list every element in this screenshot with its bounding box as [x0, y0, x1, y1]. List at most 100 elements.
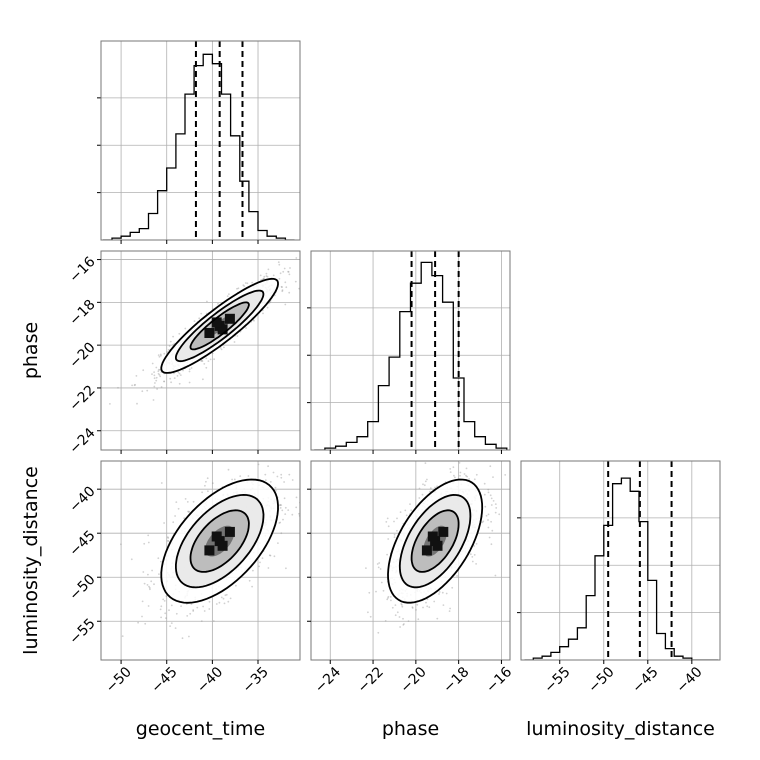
- density-core: [204, 545, 215, 556]
- sample-point: [157, 354, 160, 356]
- scatter-inner: [101, 251, 300, 450]
- sample-point: [441, 591, 444, 594]
- sample-point: [456, 575, 458, 577]
- sample-point: [158, 355, 161, 358]
- sample-point: [206, 477, 209, 480]
- sample-point: [443, 442, 445, 444]
- sample-point: [279, 521, 282, 524]
- sample-point: [204, 484, 206, 487]
- sample-point: [411, 606, 414, 609]
- sample-point: [449, 471, 452, 473]
- sample-point: [401, 605, 404, 608]
- sample-point: [166, 536, 169, 539]
- xtick-label-phase: −24: [312, 664, 344, 696]
- sample-point: [268, 554, 271, 557]
- sample-point: [269, 554, 272, 557]
- sample-point: [283, 267, 286, 270]
- sample-point: [465, 474, 467, 477]
- sample-point: [164, 612, 167, 615]
- sample-point: [278, 263, 281, 266]
- sample-point: [264, 473, 267, 476]
- sample-point: [411, 607, 414, 609]
- sample-point: [475, 542, 478, 545]
- sample-point: [416, 603, 419, 606]
- sample-point: [173, 377, 176, 379]
- sample-point: [380, 581, 383, 584]
- sample-point: [153, 385, 156, 388]
- sample-point: [163, 380, 166, 383]
- sample-point: [426, 478, 428, 481]
- sample-point: [405, 514, 408, 517]
- sample-point: [253, 319, 255, 322]
- sample-point: [205, 357, 208, 360]
- hist-panel-phase: [307, 250, 511, 454]
- sample-point: [188, 510, 190, 513]
- sample-point: [387, 525, 390, 528]
- sample-point: [244, 282, 247, 284]
- sample-point: [295, 496, 298, 499]
- sample-point: [239, 475, 242, 477]
- sample-point: [428, 606, 431, 609]
- sample-point: [163, 380, 165, 383]
- xtick-label-phase: −18: [440, 664, 472, 696]
- sample-point: [280, 504, 283, 506]
- sample-point: [150, 580, 153, 583]
- sample-point: [283, 497, 286, 500]
- sample-point: [488, 536, 491, 539]
- sample-point: [188, 511, 191, 513]
- sample-point: [451, 586, 454, 589]
- sample-point: [163, 522, 166, 524]
- sample-point: [192, 609, 195, 611]
- sample-point: [436, 485, 438, 488]
- sample-point: [227, 468, 230, 471]
- sample-point: [285, 286, 288, 289]
- sample-point: [177, 507, 180, 510]
- sample-point: [265, 272, 268, 275]
- hist-geocent_time: [102, 53, 295, 240]
- sample-point: [421, 493, 424, 496]
- sample-point: [133, 384, 136, 387]
- sample-point: [289, 267, 291, 269]
- sample-point: [215, 603, 218, 605]
- sample-point: [227, 600, 230, 603]
- contour-line: [189, 509, 250, 573]
- sample-point: [302, 499, 304, 501]
- xtick-label-luminosity_distance: −50: [585, 664, 617, 696]
- sample-point: [275, 489, 277, 492]
- sample-point: [384, 620, 387, 622]
- sample-point: [166, 540, 169, 542]
- sample-point: [208, 608, 211, 610]
- sample-point: [400, 603, 403, 605]
- sample-point: [284, 506, 287, 509]
- sample-point: [404, 509, 407, 512]
- sample-point: [220, 596, 223, 599]
- hist-phase: [314, 261, 508, 450]
- sample-point: [291, 513, 294, 516]
- sample-point: [277, 261, 280, 264]
- sample-point: [487, 519, 489, 521]
- sample-point: [263, 275, 266, 278]
- sample-point: [417, 618, 420, 621]
- sample-point: [252, 569, 254, 572]
- sample-point: [274, 486, 277, 489]
- sample-point: [377, 631, 380, 634]
- sample-point: [159, 353, 162, 356]
- panels: [97, 40, 721, 664]
- ytick-label-phase: −16: [66, 254, 98, 286]
- sample-point: [222, 597, 225, 600]
- sample-point: [389, 596, 392, 598]
- sample-point: [284, 281, 287, 284]
- sample-point: [211, 482, 214, 485]
- sample-point: [147, 541, 150, 544]
- sample-point: [160, 605, 163, 608]
- sample-point: [287, 270, 289, 273]
- sample-point: [424, 462, 427, 464]
- sample-point: [425, 601, 427, 604]
- sample-point: [365, 567, 367, 569]
- sample-point: [121, 635, 124, 637]
- sample-point: [267, 465, 269, 468]
- sample-point: [382, 589, 385, 592]
- sample-point: [399, 626, 401, 628]
- sample-point: [379, 568, 382, 570]
- sample-point: [483, 493, 486, 496]
